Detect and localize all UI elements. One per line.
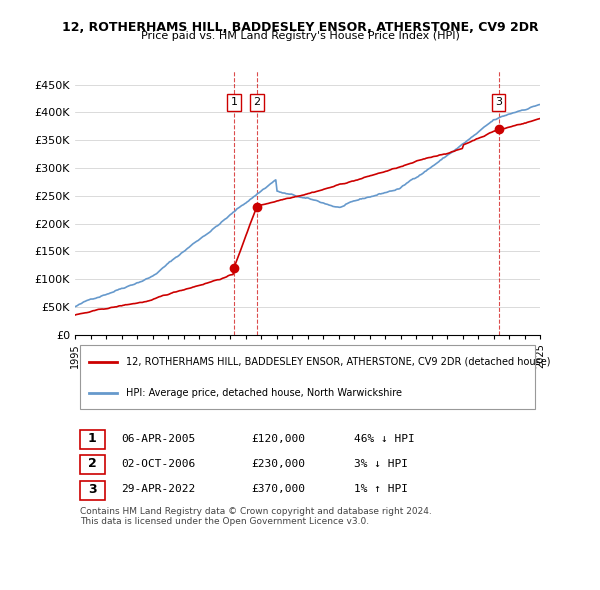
Text: £370,000: £370,000: [252, 484, 306, 494]
Text: £230,000: £230,000: [252, 459, 306, 469]
Text: 1: 1: [230, 97, 238, 107]
Text: 02-OCT-2006: 02-OCT-2006: [121, 459, 196, 469]
Text: 12, ROTHERHAMS HILL, BADDESLEY ENSOR, ATHERSTONE, CV9 2DR: 12, ROTHERHAMS HILL, BADDESLEY ENSOR, AT…: [62, 21, 538, 34]
Text: 3: 3: [495, 97, 502, 107]
Text: 46% ↓ HPI: 46% ↓ HPI: [354, 434, 415, 444]
Text: 06-APR-2005: 06-APR-2005: [121, 434, 196, 444]
Text: 2: 2: [88, 457, 97, 470]
Text: Price paid vs. HM Land Registry's House Price Index (HPI): Price paid vs. HM Land Registry's House …: [140, 31, 460, 41]
FancyBboxPatch shape: [80, 430, 105, 449]
Text: 3% ↓ HPI: 3% ↓ HPI: [354, 459, 408, 469]
Text: 2: 2: [254, 97, 260, 107]
FancyBboxPatch shape: [80, 481, 105, 500]
Text: 12, ROTHERHAMS HILL, BADDESLEY ENSOR, ATHERSTONE, CV9 2DR (detached house): 12, ROTHERHAMS HILL, BADDESLEY ENSOR, AT…: [126, 356, 551, 366]
Text: 29-APR-2022: 29-APR-2022: [121, 484, 196, 494]
Text: 3: 3: [88, 483, 97, 496]
FancyBboxPatch shape: [80, 455, 105, 474]
Text: £120,000: £120,000: [252, 434, 306, 444]
Text: 1% ↑ HPI: 1% ↑ HPI: [354, 484, 408, 494]
Text: 1: 1: [88, 432, 97, 445]
Text: Contains HM Land Registry data © Crown copyright and database right 2024.
This d: Contains HM Land Registry data © Crown c…: [80, 507, 431, 526]
FancyBboxPatch shape: [80, 345, 535, 409]
Text: HPI: Average price, detached house, North Warwickshire: HPI: Average price, detached house, Nort…: [126, 388, 402, 398]
